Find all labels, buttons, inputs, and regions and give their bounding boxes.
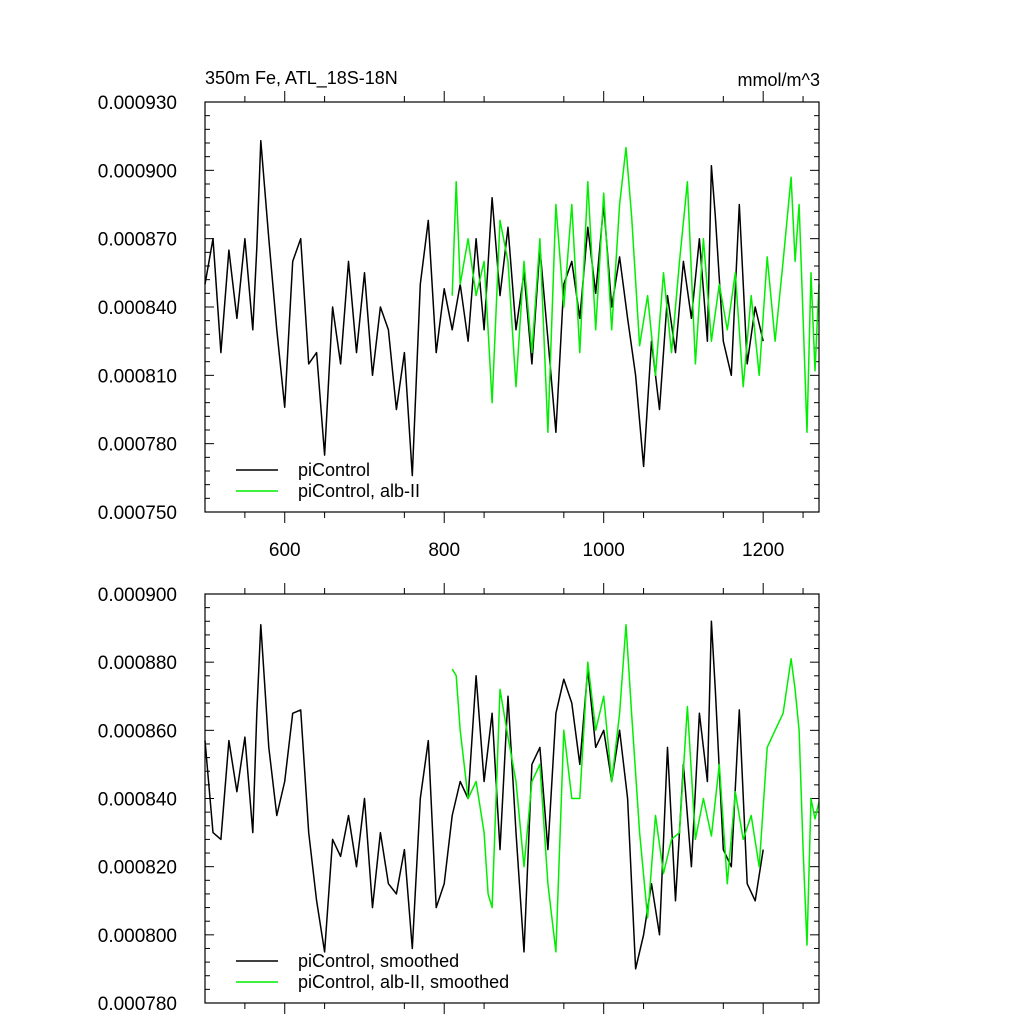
top-legend-label-0: piControl	[298, 460, 370, 480]
top-plot-lines	[204, 139, 820, 477]
top-series-1-line	[451, 146, 820, 434]
top-ytick-label-3: 0.000840	[98, 298, 177, 319]
top-ytick-label-5: 0.000900	[98, 161, 177, 182]
top-axes: 0.000750 0.000780 0.000810 0.000840 0.000870…	[98, 91, 819, 561]
bottom-ytick-label-3: 0.000840	[98, 790, 177, 811]
bottom-ytick-label-0: 0.000780	[98, 994, 177, 1015]
top-title-left: 350m Fe, ATL_18S-18N	[205, 68, 398, 89]
bottom-series-1-line	[451, 623, 820, 953]
top-ytick-label-0: 0.000750	[98, 503, 177, 524]
top-xtick-label-1: 800	[428, 540, 460, 561]
top-ytick-label-4: 0.000870	[98, 230, 177, 251]
bottom-ytick-label-1: 0.000800	[98, 926, 177, 947]
top-plot-frame	[204, 101, 820, 513]
bottom-ytick-label-2: 0.000820	[98, 858, 177, 879]
top-xtick-label-2: 1000	[583, 540, 625, 561]
top-ytick-label-1: 0.000780	[98, 435, 177, 456]
bottom-plot-frame	[204, 593, 820, 1004]
bottom-plot-lines	[204, 620, 820, 970]
bottom-legend: piControl, smoothed piControl, alb-II, s…	[236, 951, 509, 992]
top-xtick-label-3: 1200	[742, 540, 784, 561]
top-ytick-label-6: 0.000930	[98, 93, 177, 114]
bottom-legend-label-1: piControl, alb-II, smoothed	[298, 972, 509, 992]
bottom-ytick-label-6: 0.000900	[98, 585, 177, 606]
top-series-0-line	[204, 139, 764, 477]
bottom-axes: 0.000780 0.000800 0.000820 0.000840 0.000860…	[98, 583, 819, 1015]
bottom-legend-label-0: piControl, smoothed	[298, 951, 459, 971]
top-legend-label-1: piControl, alb-II	[298, 481, 420, 501]
top-xtick-label-0: 600	[269, 540, 301, 561]
bottom-series-0-line	[204, 620, 764, 970]
top-legend: piControl piControl, alb-II	[236, 460, 420, 501]
top-ytick-label-2: 0.000810	[98, 366, 177, 387]
bottom-ytick-label-5: 0.000880	[98, 653, 177, 674]
top-title-right: mmol/m^3	[738, 70, 820, 90]
bottom-panel: 0.000780 0.000800 0.000820 0.000840 0.000860…	[98, 583, 820, 1015]
bottom-ytick-label-4: 0.000860	[98, 721, 177, 742]
top-panel: 350m Fe, ATL_18S-18N mmol/m^3 0.0007500.…	[98, 68, 820, 561]
